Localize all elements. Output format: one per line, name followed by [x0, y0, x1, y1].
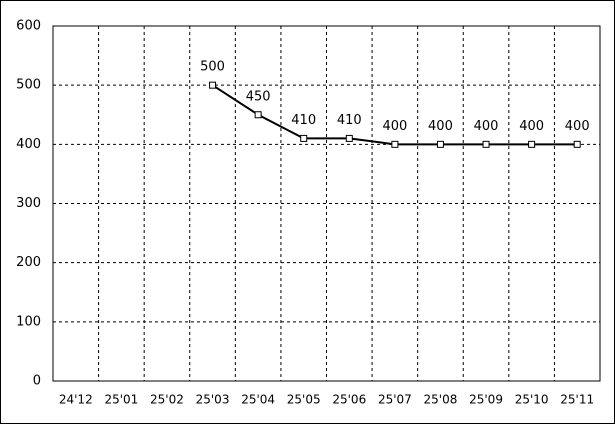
y-tick-label: 100: [16, 314, 41, 329]
plot-area: [52, 25, 601, 382]
data-label: 410: [291, 113, 316, 128]
data-label: 400: [565, 119, 590, 134]
x-tick-label: 25'04: [241, 393, 275, 407]
marker: [345, 134, 353, 142]
y-tick-label: 400: [16, 137, 41, 152]
y-tick-label: 600: [16, 19, 41, 34]
x-tick-label: 25'03: [196, 393, 230, 407]
y-tick-label: 300: [16, 196, 41, 211]
y-tick-label: 500: [16, 78, 41, 93]
x-tick-label: 25'10: [515, 393, 549, 407]
x-tick-label: 24'12: [59, 393, 93, 407]
marker: [528, 140, 536, 148]
marker: [300, 134, 308, 142]
marker: [391, 140, 399, 148]
data-label: 400: [382, 119, 407, 134]
data-label: 400: [428, 119, 453, 134]
x-tick-label: 25'09: [469, 393, 503, 407]
y-tick-label: 200: [16, 255, 41, 270]
data-label: 500: [200, 60, 225, 75]
data-label: 450: [246, 89, 271, 104]
marker: [254, 111, 262, 119]
x-tick-label: 25'02: [150, 393, 184, 407]
marker: [573, 140, 581, 148]
marker: [436, 140, 444, 148]
data-label: 400: [474, 119, 499, 134]
y-tick-label: 0: [33, 374, 41, 389]
marker: [482, 140, 490, 148]
x-tick-label: 25'05: [287, 393, 321, 407]
x-tick-label: 25'11: [560, 393, 594, 407]
data-label: 400: [519, 119, 544, 134]
marker: [209, 81, 217, 89]
x-tick-label: 25'06: [332, 393, 366, 407]
x-tick-label: 25'07: [378, 393, 412, 407]
data-label: 410: [337, 113, 362, 128]
x-tick-label: 25'01: [104, 393, 138, 407]
x-tick-label: 25'08: [424, 393, 458, 407]
